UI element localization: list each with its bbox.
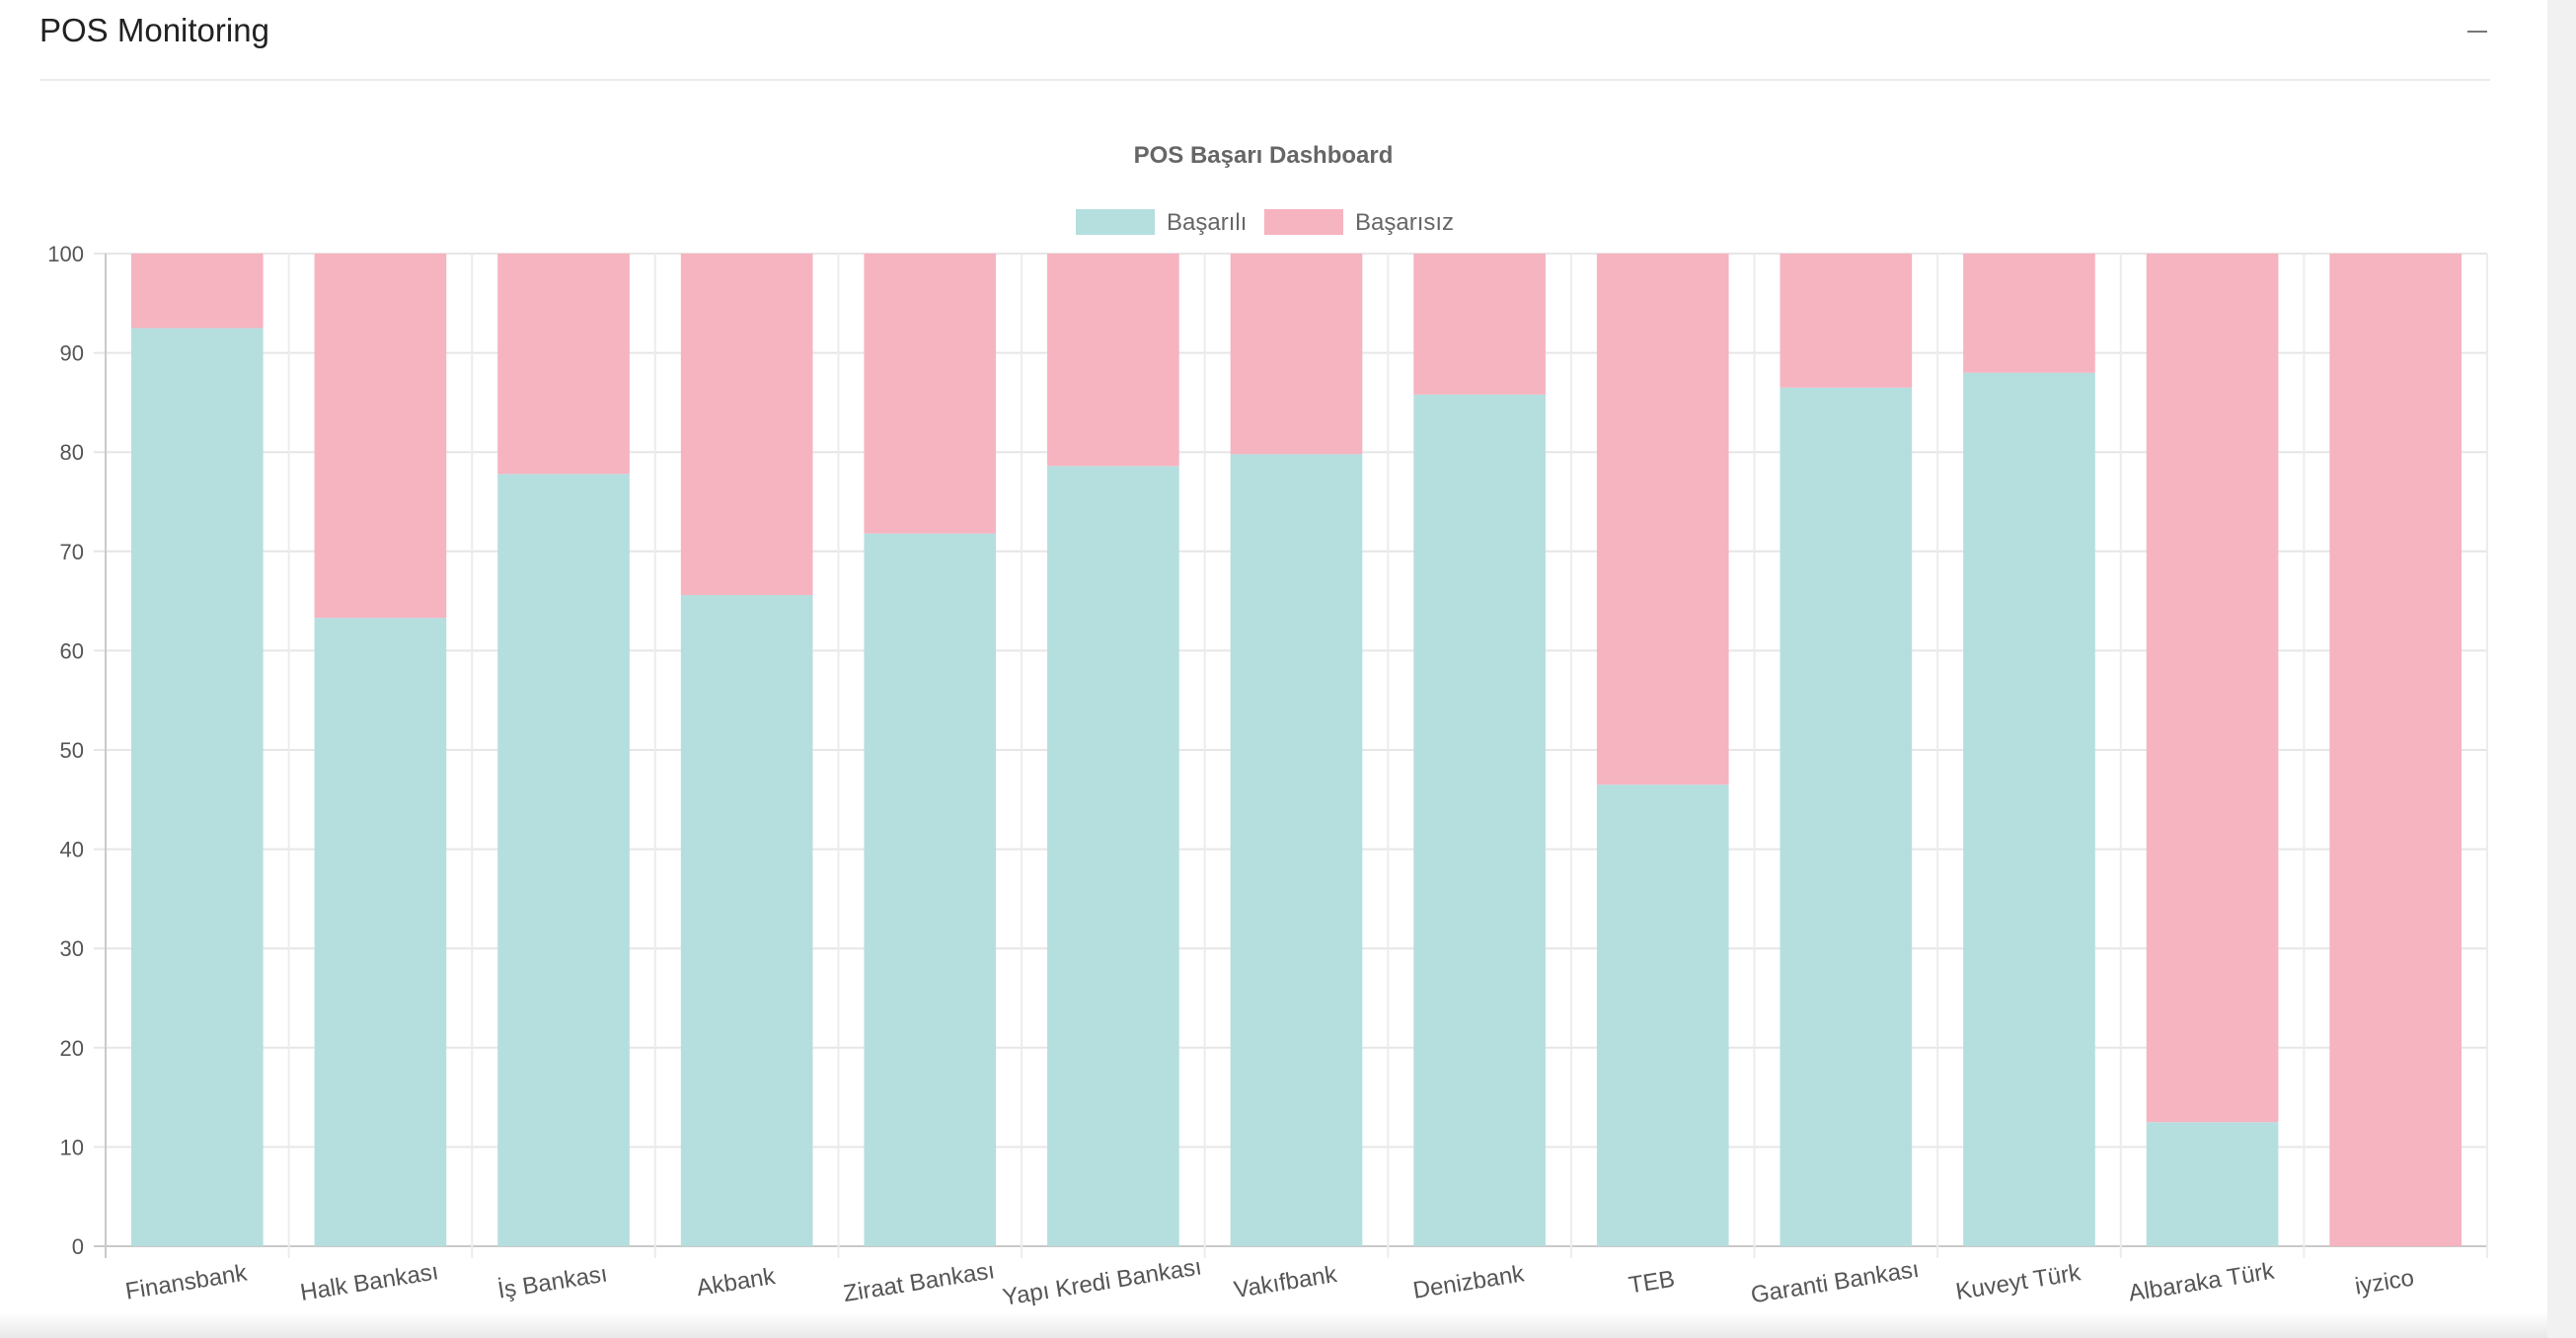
x-tick-label: İş Bankası [495,1260,609,1303]
bar-successful[interactable] [1780,387,1913,1246]
bar-failed[interactable] [497,254,630,475]
x-tick-label: Kuveyt Türk [1954,1259,2084,1305]
minus-icon [2467,31,2487,33]
bar-failed[interactable] [1780,254,1913,388]
y-tick-label: 10 [60,1135,84,1159]
bar-successful[interactable] [2146,1122,2279,1246]
legend-label-successful[interactable]: Başarılı [1167,209,1247,236]
legend-swatch-failed[interactable] [1264,209,1343,235]
bar-successful[interactable] [497,474,630,1246]
panel-title: POS Monitoring [39,12,269,48]
bottom-shade [0,1312,2547,1338]
x-tick-label: Halk Bankası [298,1258,440,1306]
y-tick-label: 50 [60,738,84,763]
chart-title: POS Başarı Dashboard [1134,142,1394,169]
y-tick-label: 0 [72,1234,84,1259]
collapse-button[interactable] [2463,12,2491,51]
y-tick-label: 30 [60,936,84,961]
chart-legend: Başarılı Başarısız [1076,209,1454,236]
bar-successful[interactable] [864,533,997,1246]
bar-successful[interactable] [130,328,264,1246]
header-divider [39,79,2490,81]
legend-swatch-successful[interactable] [1076,209,1155,235]
bar-successful[interactable] [314,618,447,1246]
y-tick-label: 20 [60,1036,84,1061]
x-tick-label: Denizbank [1411,1260,1527,1304]
bar-successful[interactable] [1230,454,1363,1246]
bar-failed[interactable] [314,254,447,619]
bar-failed[interactable] [2329,254,2462,1246]
x-tick-label: Yapı Kredi Bankası [1001,1253,1203,1311]
bar-failed[interactable] [130,254,264,329]
bar-failed[interactable] [1230,254,1363,455]
y-tick-label: 40 [60,838,84,862]
bar-failed[interactable] [680,254,813,596]
x-tick-label: Vakıfbank [1232,1261,1339,1303]
bar-failed[interactable] [1047,254,1179,467]
bar-failed[interactable] [1413,254,1546,395]
bar-successful[interactable] [1963,372,2095,1247]
bar-successful[interactable] [680,595,813,1246]
x-tick-label: Albaraka Türk [2127,1257,2277,1306]
x-tick-label: Ziraat Bankası [842,1257,997,1307]
bar-successful[interactable] [1047,466,1179,1246]
legend-label-failed[interactable]: Başarısız [1355,209,1454,236]
y-tick-label: 70 [60,540,84,564]
y-tick-label: 100 [47,242,84,266]
x-tick-label: Finansbank [123,1259,250,1304]
bar-layer [130,254,2462,1247]
x-tick-label: Akbank [695,1263,778,1301]
bar-failed[interactable] [1596,254,1729,785]
x-tick-label: TEB [1627,1266,1676,1300]
bar-successful[interactable] [1596,784,1729,1246]
bar-failed[interactable] [2146,254,2279,1123]
bar-successful[interactable] [1413,394,1546,1246]
x-tick-label: Garanti Bankası [1749,1256,1921,1309]
bar-failed[interactable] [864,254,997,534]
x-tick-label: iyzico [2353,1265,2416,1301]
y-tick-label: 60 [60,638,84,663]
y-tick-label: 80 [60,440,84,465]
y-tick-label: 90 [60,341,84,366]
bar-failed[interactable] [1963,254,2095,373]
